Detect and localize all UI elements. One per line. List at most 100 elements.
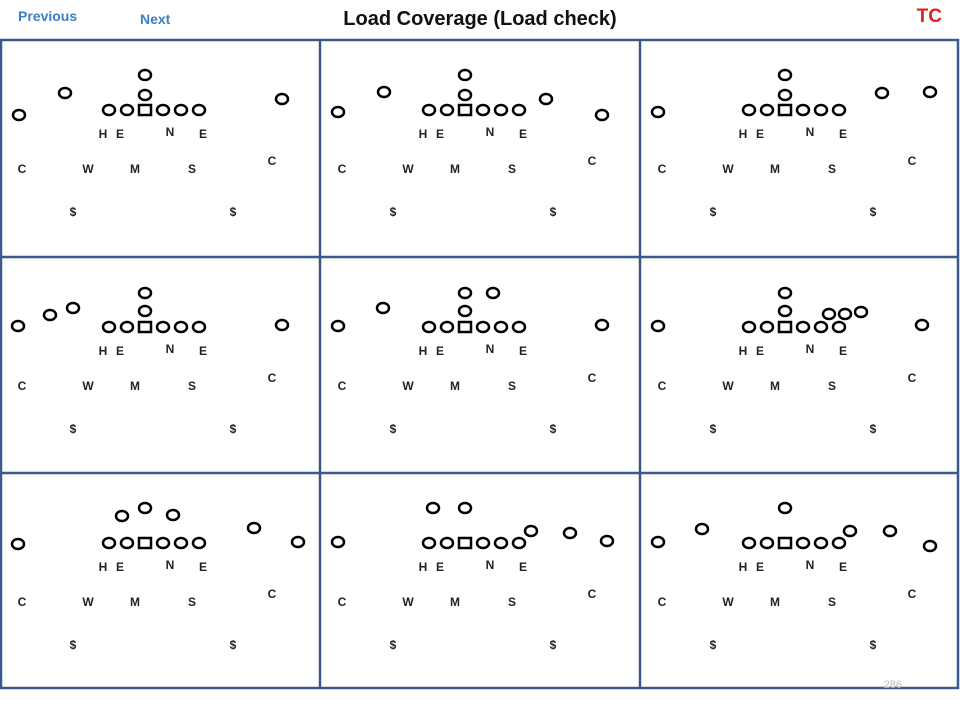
offense-player-oval [421,103,437,117]
grid-frame [0,38,960,690]
offense-player-oval [137,501,153,515]
defender-n: N [166,342,175,356]
corner-tag: TC [916,6,942,27]
offense-player-oval [831,320,847,334]
defender-e: E [839,560,847,574]
offense-player-oval [119,320,135,334]
offense-player-oval [922,539,938,553]
offense-player-oval [538,92,554,106]
defender-c: C [18,162,27,176]
offense-player-oval [10,319,26,333]
defender-n: N [166,558,175,572]
offense-player-oval [439,536,455,550]
offense-player-oval [191,320,207,334]
defender-e: E [519,344,527,358]
offense-player-oval [842,524,858,538]
defender-s: S [188,595,196,609]
offense-player-oval [65,301,81,315]
offense-player-oval [114,509,130,523]
offense-player-oval [650,535,666,549]
defender-c: C [338,379,347,393]
offense-player-oval [813,536,829,550]
defender-s: S [188,162,196,176]
offense-player-oval [594,108,610,122]
offense-player-oval [511,320,527,334]
offense-player-oval [511,536,527,550]
offense-player-oval [11,108,27,122]
defender-n: N [166,125,175,139]
offense-player-oval [795,536,811,550]
defender-w: W [402,595,414,609]
offense-player-oval [493,320,509,334]
offense-player-oval [246,521,262,535]
offense-player-oval [119,536,135,550]
defender-e: E [519,127,527,141]
offense-player-oval [439,103,455,117]
offense-player-oval [439,320,455,334]
defender-s: S [188,379,196,393]
defender-c: C [908,154,917,168]
center-square [777,536,793,550]
defender-w: W [82,162,94,176]
next-link[interactable]: Next [140,11,171,27]
defender-m: M [450,162,460,176]
defender-safety: $ [230,422,237,436]
offense-player-oval [759,320,775,334]
defender-c: C [588,587,597,601]
offense-player-oval [137,304,153,318]
offense-player-oval [57,86,73,100]
defender-h: H [739,560,748,574]
offense-player-oval [741,103,757,117]
offense-player-oval [42,308,58,322]
defender-w: W [402,162,414,176]
offense-player-oval [599,534,615,548]
offense-player-oval [425,501,441,515]
defender-safety: $ [710,205,717,219]
defender-h: H [99,127,108,141]
defender-s: S [508,379,516,393]
defender-e: E [756,344,764,358]
center-square [457,103,473,117]
defender-c: C [908,587,917,601]
defender-c: C [588,371,597,385]
defender-w: W [722,379,734,393]
offense-player-oval [101,536,117,550]
defender-c: C [268,371,277,385]
defender-s: S [508,162,516,176]
offense-player-oval [650,319,666,333]
previous-link[interactable]: Previous [18,8,78,24]
offense-player-oval [330,105,346,119]
offense-player-oval [493,103,509,117]
offense-player-oval [853,305,869,319]
defender-e: E [199,127,207,141]
offense-player-oval [155,536,171,550]
offense-player-oval [173,536,189,550]
defender-n: N [806,342,815,356]
offense-player-oval [523,524,539,538]
offense-player-oval [165,508,181,522]
defender-c: C [18,595,27,609]
offense-player-oval [831,103,847,117]
offense-player-oval [874,86,890,100]
offense-player-oval [821,307,837,321]
defender-m: M [130,595,140,609]
defender-w: W [82,595,94,609]
offense-player-oval [375,301,391,315]
defender-h: H [419,560,428,574]
offense-player-oval [155,320,171,334]
defender-c: C [588,154,597,168]
offense-player-oval [376,85,392,99]
center-square [137,536,153,550]
defender-c: C [338,595,347,609]
center-square [777,320,793,334]
defender-h: H [739,127,748,141]
defender-c: C [908,371,917,385]
defender-m: M [770,595,780,609]
defender-e: E [116,344,124,358]
defender-e: E [199,560,207,574]
defender-h: H [99,344,108,358]
defender-c: C [658,595,667,609]
offense-player-oval [421,536,437,550]
defender-w: W [722,595,734,609]
